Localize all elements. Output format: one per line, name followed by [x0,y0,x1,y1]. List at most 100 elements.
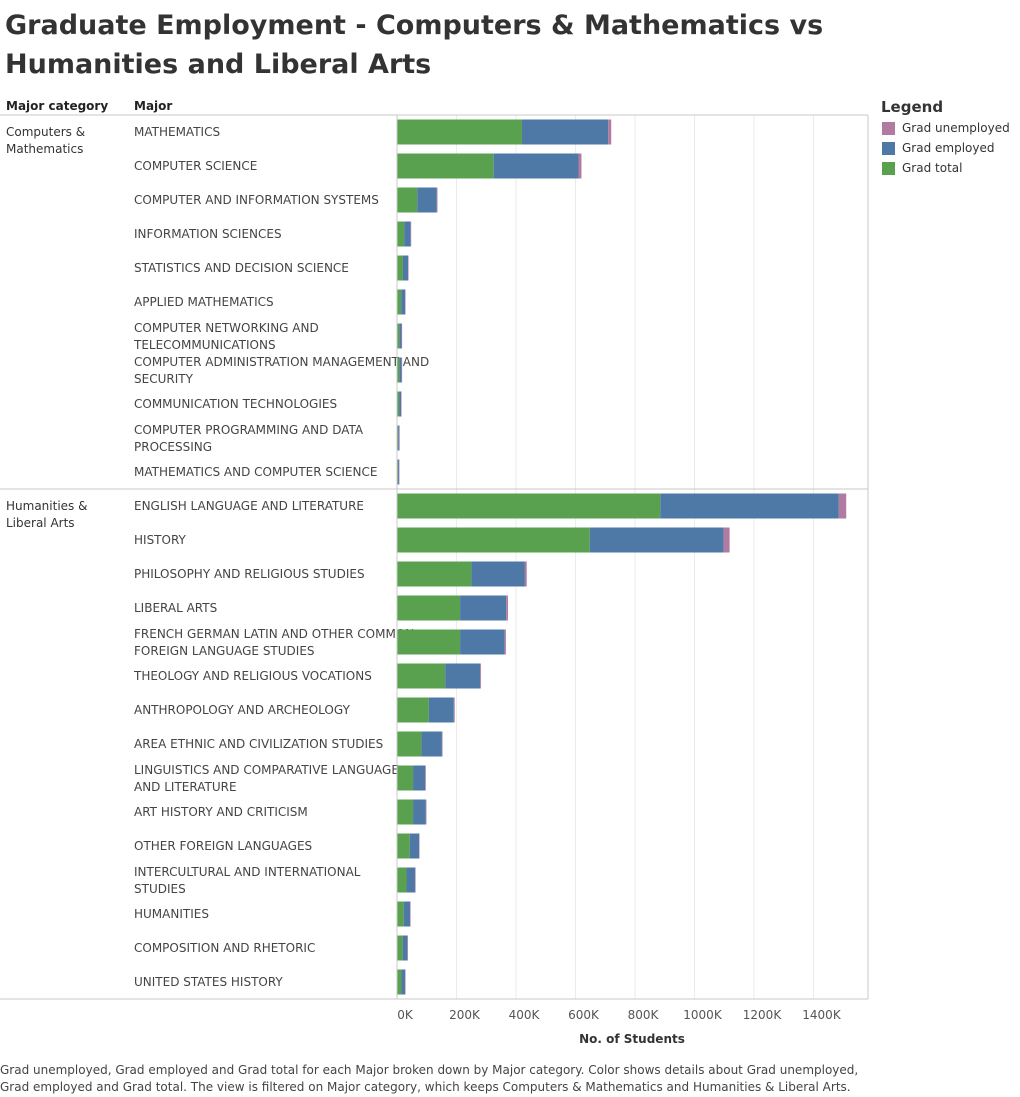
category-label: Liberal Arts [6,516,75,530]
bar-grad-employed-anthropology-and-archeology [428,697,454,723]
major-label-united-states-history: UNITED STATES HISTORY [134,975,283,989]
major-label-computer-programming-and-data-processing: COMPUTER PROGRAMMING AND DATA [134,423,364,437]
bar-grad-unemployed-anthropology-and-archeology [453,697,455,723]
bar-grad-unemployed-information-sciences [410,221,412,247]
bar-grad-unemployed-communication-technologies [401,391,402,417]
chart-caption: Grad unemployed, Grad employed and Grad … [0,1063,859,1094]
bar-grad-unemployed-computer-science [578,153,582,179]
major-label-theology-and-religious-vocations: THEOLOGY AND RELIGIOUS VOCATIONS [133,669,372,683]
major-label-area-ethnic-and-civilization-studies: AREA ETHNIC AND CIVILIZATION STUDIES [134,737,383,751]
bar-grad-unemployed-computer-and-information-systems [436,187,438,213]
bar-grad-unemployed-liberal-arts [506,595,508,621]
major-label-communication-technologies: COMMUNICATION TECHNOLOGIES [134,397,337,411]
major-label-computer-networking-and-telecommunications: TELECOMMUNICATIONS [133,338,276,352]
bar-grad-employed-other-foreign-languages [409,833,420,859]
bar-grad-unemployed-humanities [410,901,411,927]
major-label-applied-mathematics: APPLIED MATHEMATICS [134,295,274,309]
bar-grad-unemployed-computer-programming-and-data-processing [399,425,400,451]
bar-grad-employed-liberal-arts [460,595,507,621]
bar-grad-unemployed-mathematics-and-computer-science [398,459,400,485]
legend-title: Legend [881,98,944,116]
major-label-intercultural-and-international-studies: STUDIES [134,882,186,896]
bar-grad-unemployed-theology-and-religious-vocations [480,663,481,689]
bar-grad-employed-composition-and-rhetoric [402,935,408,961]
bar-grad-unemployed-history [723,527,730,553]
x-tick-label: 1200K [743,1008,783,1022]
bar-grad-unemployed-french-german-latin-and-other-common-foreign-language-studies [504,629,506,655]
major-label-computer-administration-management-and-security: SECURITY [134,372,194,386]
bar-grad-total-other-foreign-languages [397,833,410,859]
major-label-history: HISTORY [134,533,187,547]
bar-grad-employed-communication-technologies [399,391,402,417]
major-label-computer-science: COMPUTER SCIENCE [134,159,257,173]
bar-grad-employed-computer-networking-and-telecommunications [399,323,402,349]
bar-grad-total-communication-technologies [397,391,400,417]
legend-swatch-total [882,162,895,175]
legend-swatch-unemployed [882,122,895,135]
bar-grad-total-composition-and-rhetoric [397,935,403,961]
bar-grad-total-humanities [397,901,404,927]
bar-grad-unemployed-philosophy-and-religious-studies [524,561,527,587]
bar-grad-employed-linguistics-and-comparative-language-and-literature [413,765,426,791]
major-label-french-german-latin-and-other-common-foreign-language-studies: FOREIGN LANGUAGE STUDIES [134,644,315,658]
bar-grad-employed-computer-administration-management-and-security [399,357,402,383]
bar-grad-unemployed-computer-networking-and-telecommunications [401,323,403,349]
major-label-art-history-and-criticism: ART HISTORY AND CRITICISM [134,805,308,819]
bar-grad-total-computer-networking-and-telecommunications [397,323,400,349]
x-tick-label: 1000K [683,1008,723,1022]
bar-grad-unemployed-other-foreign-languages [419,833,420,859]
major-label-computer-networking-and-telecommunications: COMPUTER NETWORKING AND [134,321,319,335]
bar-grad-employed-theology-and-religious-vocations [445,663,481,689]
bar-grad-unemployed-applied-mathematics [405,289,406,315]
bar-grad-employed-computer-programming-and-data-processing [398,425,400,451]
bar-grad-total-information-sciences [397,221,405,247]
bar-grad-unemployed-mathematics [608,119,612,145]
x-tick-label: 1400K [802,1008,842,1022]
major-label-intercultural-and-international-studies: INTERCULTURAL AND INTERNATIONAL [134,865,361,879]
category-column-header: Major category [6,99,109,113]
bar-grad-employed-french-german-latin-and-other-common-foreign-language-studies [460,629,505,655]
bar-grad-total-mathematics [397,119,522,145]
major-label-statistics-and-decision-science: STATISTICS AND DECISION SCIENCE [134,261,349,275]
bar-grad-employed-applied-mathematics [401,289,406,315]
bar-grad-total-liberal-arts [397,595,461,621]
bar-grad-employed-computer-science [493,153,579,179]
x-tick-label: 200K [449,1008,481,1022]
legend-label: Grad total [902,161,963,175]
bar-grad-total-english-language-and-literature [397,493,661,519]
bar-grad-employed-area-ethnic-and-civilization-studies [421,731,442,757]
bar-grad-unemployed-composition-and-rhetoric [407,935,408,961]
legend-swatch-employed [882,142,895,155]
category-label: Mathematics [6,142,83,156]
major-label-english-language-and-literature: ENGLISH LANGUAGE AND LITERATURE [134,499,364,513]
category-label: Computers & [6,125,85,139]
bar-grad-total-french-german-latin-and-other-common-foreign-language-studies [397,629,461,655]
major-label-mathematics-and-computer-science: MATHEMATICS AND COMPUTER SCIENCE [134,465,377,479]
bar-grad-employed-art-history-and-criticism [413,799,426,825]
bar-grad-total-philosophy-and-religious-studies [397,561,472,587]
chart-title: Graduate Employment - Computers & Mathem… [5,10,824,80]
bar-grad-employed-philosophy-and-religious-studies [471,561,525,587]
bar-grad-total-linguistics-and-comparative-language-and-literature [397,765,414,791]
bar-grad-total-united-states-history [397,969,402,995]
legend-label: Grad unemployed [902,121,1010,135]
major-label-mathematics: MATHEMATICS [134,125,220,139]
major-label-linguistics-and-comparative-language-and-literature: AND LITERATURE [134,780,237,794]
major-label-anthropology-and-archeology: ANTHROPOLOGY AND ARCHEOLOGY [134,703,351,717]
bar-grad-total-statistics-and-decision-science [397,255,403,281]
bar-grad-employed-computer-and-information-systems [417,187,437,213]
bar-grad-unemployed-area-ethnic-and-civilization-studies [441,731,443,757]
bar-grad-total-history [397,527,590,553]
bar-grad-total-intercultural-and-international-studies [397,867,407,893]
major-label-computer-administration-management-and-security: COMPUTER ADMINISTRATION MANAGEMENT AND [134,355,429,369]
major-label-composition-and-rhetoric: COMPOSITION AND RHETORIC [134,941,315,955]
major-label-computer-programming-and-data-processing: PROCESSING [134,440,212,454]
bar-grad-employed-english-language-and-literature [660,493,839,519]
bar-grad-unemployed-linguistics-and-comparative-language-and-literature [425,765,426,791]
bar-grad-employed-humanities [403,901,411,927]
bar-grad-employed-mathematics-and-computer-science [398,459,399,485]
x-tick-label: 400K [509,1008,541,1022]
major-label-computer-and-information-systems: COMPUTER AND INFORMATION SYSTEMS [134,193,379,207]
bar-grad-total-art-history-and-criticism [397,799,414,825]
bar-grad-unemployed-computer-administration-management-and-security [401,357,403,383]
